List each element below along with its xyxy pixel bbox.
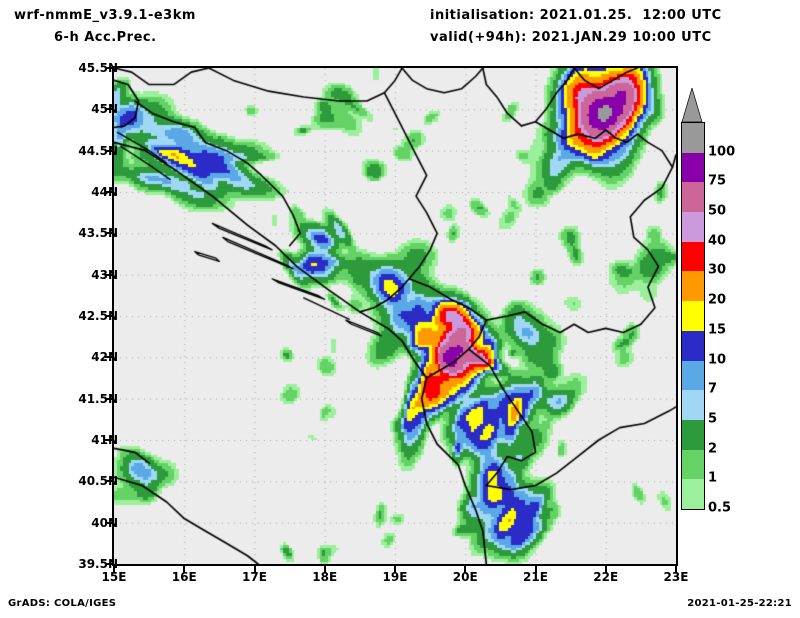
colorbar-segment[interactable]: [682, 419, 704, 450]
colorbar-segment[interactable]: [682, 152, 704, 183]
colorbar-tick-label: 5: [708, 411, 718, 427]
colorbar-tick-label: 30: [708, 262, 727, 278]
x-axis-tick-mark: [323, 566, 326, 573]
colorbar-segment[interactable]: [682, 479, 704, 509]
y-axis-tick-mark: [105, 273, 112, 276]
colorbar-segment[interactable]: [682, 271, 704, 302]
map-plot-area: [112, 66, 678, 566]
initialisation-time: initialisation: 2021.01.25. 12:00 UTC: [430, 8, 722, 23]
x-axis-tick-label: 22E: [593, 570, 619, 584]
y-axis-tick-mark: [105, 108, 112, 111]
y-axis-tick-label: 42.5N: [78, 309, 118, 323]
y-axis-tick-label: 43N: [91, 268, 118, 282]
y-axis-tick-label: 45.5N: [78, 61, 118, 75]
y-axis-tick-label: 41.5N: [78, 391, 118, 406]
colorbar-tick-label: 50: [708, 203, 727, 219]
colorbar-segment[interactable]: [682, 330, 704, 361]
colorbar-segment[interactable]: [682, 182, 704, 213]
colorbar[interactable]: [681, 122, 705, 510]
y-axis-tick-mark: [105, 232, 112, 235]
colorbar-segment[interactable]: [682, 241, 704, 272]
colorbar-tick-label: 0.5: [708, 500, 732, 516]
colorbar-segment[interactable]: [682, 301, 704, 331]
colorbar-tick-label: 10: [708, 352, 727, 368]
x-axis-tick-label: 20E: [452, 570, 478, 584]
x-axis-tick-label: 15E: [101, 570, 127, 584]
y-axis-tick-label: 43.5N: [78, 226, 118, 241]
x-axis-tick-mark: [394, 566, 396, 573]
valid-time: valid(+94h): 2021.JAN.29 10:00 UTC: [430, 30, 712, 45]
x-axis-tick-mark: [183, 566, 186, 573]
colorbar-tick-label: 100: [708, 144, 736, 160]
x-axis-tick-mark: [113, 566, 115, 573]
x-axis-tick-label: 16E: [171, 570, 197, 584]
y-axis-tick-label: 44.5N: [78, 143, 118, 158]
y-axis-tick-mark: [105, 191, 112, 193]
x-axis-tick-label: 17E: [242, 570, 267, 584]
precipitation-raster: [114, 68, 676, 564]
y-axis-tick-mark: [105, 356, 112, 359]
y-axis-tick-label: 45N: [91, 102, 118, 116]
colorbar-segment[interactable]: [682, 123, 704, 153]
colorbar-tick-label: 2: [708, 441, 718, 457]
x-axis-tick-mark: [253, 566, 256, 573]
x-axis-tick-label: 21E: [523, 570, 548, 584]
x-axis-tick-mark: [604, 566, 607, 573]
y-axis-tick-label: 44N: [91, 185, 118, 199]
colorbar-segment[interactable]: [682, 212, 704, 242]
colorbar-tick-label: 20: [708, 292, 727, 308]
y-axis-tick-label: 42N: [91, 350, 118, 364]
y-axis-tick-label: 40.5N: [78, 474, 118, 489]
y-axis-tick-label: 41N: [91, 433, 118, 447]
y-axis-tick-mark: [105, 480, 112, 483]
x-axis-tick-label: 19E: [382, 570, 408, 584]
y-axis-tick-mark: [105, 149, 112, 152]
grads-credit: GrADS: COLA/IGES: [8, 598, 117, 609]
y-axis-tick-mark: [105, 315, 112, 317]
colorbar-segment[interactable]: [682, 449, 704, 480]
colorbar-tick-label: 15: [708, 322, 727, 338]
colorbar-segment[interactable]: [682, 360, 704, 391]
y-axis-tick-mark: [105, 67, 112, 69]
y-axis-tick-mark: [105, 439, 112, 441]
x-axis-tick-mark: [675, 566, 677, 573]
colorbar-segment[interactable]: [682, 390, 704, 420]
y-axis-tick-mark: [105, 397, 112, 400]
model-title: wrf-nmmE_v3.9.1-e3km: [14, 8, 196, 23]
colorbar-overflow-arrow-icon: [681, 88, 703, 122]
colorbar-tick-label: 75: [708, 173, 727, 189]
field-subtitle: 6-h Acc.Prec.: [54, 30, 157, 45]
x-axis-tick-mark: [534, 566, 537, 573]
y-axis-tick-label: 39.5N: [78, 557, 118, 571]
x-axis-tick-label: 18E: [312, 570, 338, 584]
x-axis-tick-label: 23E: [663, 570, 689, 584]
colorbar-tick-label: 1: [708, 470, 718, 486]
y-axis-tick-mark: [105, 521, 112, 524]
colorbar-tick-label: 40: [708, 233, 727, 249]
x-axis-tick-mark: [464, 566, 467, 573]
render-timestamp: 2021-01-25-22:21: [687, 598, 792, 609]
y-axis-tick-label: 40N: [91, 516, 118, 530]
y-axis-tick-mark: [105, 563, 112, 565]
colorbar-tick-label: 7: [708, 381, 718, 397]
